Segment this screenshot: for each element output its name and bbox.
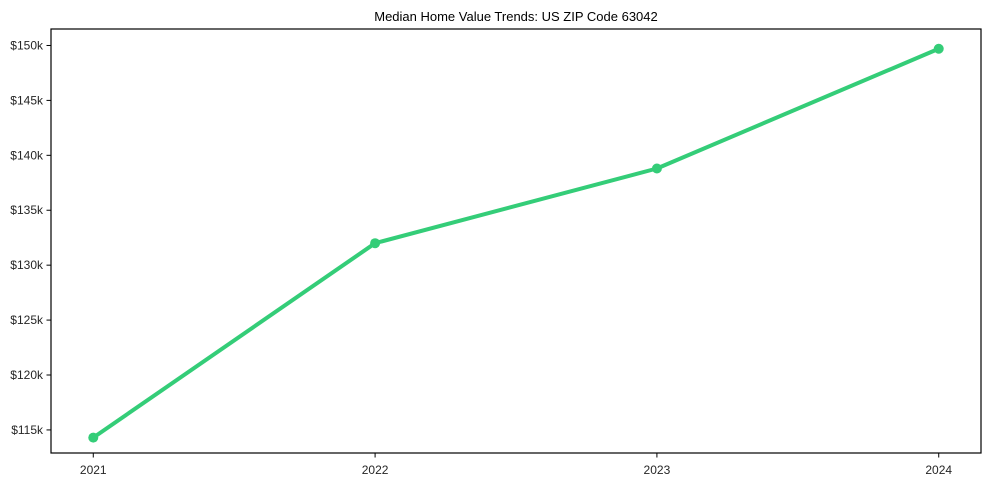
y-tick-label: $145k — [10, 93, 44, 107]
y-tick-label: $120k — [10, 368, 44, 382]
y-tick-label: $130k — [10, 258, 44, 272]
x-tick-label: 2024 — [925, 463, 952, 477]
y-tick-label: $125k — [10, 313, 44, 327]
data-point — [651, 163, 662, 174]
plot-area: $115k $120k $125k $130k $135k $140k $145k $150k… — [10, 28, 982, 477]
x-tick-label: 2022 — [362, 463, 389, 477]
y-tick-label: $140k — [10, 148, 44, 162]
x-tick-label: 2023 — [644, 463, 671, 477]
trend-line — [91, 46, 941, 440]
data-point — [933, 43, 944, 54]
chart-title: Median Home Value Trends: US ZIP Code 63… — [374, 9, 658, 24]
data-point — [88, 432, 99, 443]
axes-frame — [50, 28, 982, 454]
y-tick-label: $115k — [11, 423, 44, 437]
data-point — [370, 238, 381, 249]
x-tick-label: 2021 — [80, 463, 107, 477]
y-tick-label: $150k — [10, 38, 44, 52]
y-tick-label: $135k — [10, 203, 44, 217]
